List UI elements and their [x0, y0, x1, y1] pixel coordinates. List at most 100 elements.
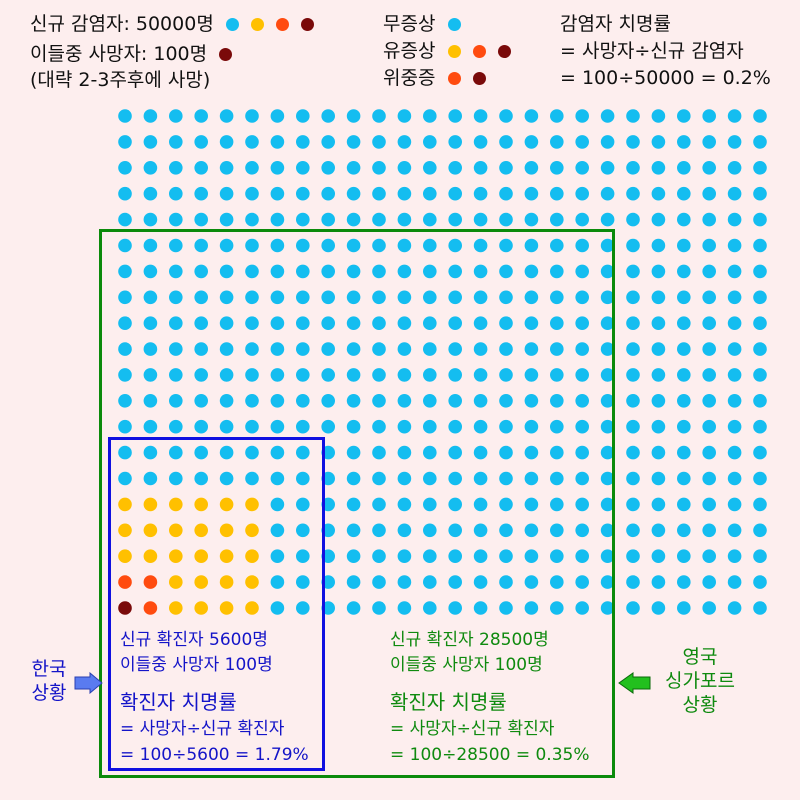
asymptomatic-dot: [118, 161, 132, 175]
asymptomatic-dot: [372, 109, 386, 123]
asymptomatic-dot: [600, 601, 615, 615]
asymptomatic-dot: [677, 238, 691, 253]
asymptomatic-dot: [219, 109, 234, 123]
asymptomatic-dot: [321, 161, 336, 175]
asymptomatic-dot: [321, 290, 336, 305]
asymptomatic-dot: [499, 212, 513, 227]
asymptomatic-dot: [448, 471, 463, 486]
asymptomatic-dot: [169, 212, 183, 227]
asymptomatic-dot: [727, 161, 742, 175]
korea-cfr-title: 확진자 치명률: [120, 690, 237, 714]
asymptomatic-dot: [169, 471, 183, 486]
asymptomatic-dot: [651, 523, 666, 538]
asymptomatic-dot: [550, 368, 564, 382]
asymptomatic-dot-icon: [447, 18, 461, 31]
asymptomatic-dot: [702, 212, 716, 227]
asymptomatic-dot: [550, 394, 564, 408]
asymptomatic-dot: [575, 471, 589, 486]
asymptomatic-dot: [575, 575, 589, 589]
asymptomatic-dot: [423, 419, 437, 434]
asymptomatic-dot: [677, 471, 691, 486]
asymptomatic-dot: [473, 549, 488, 563]
asymptomatic-dot: [245, 368, 259, 382]
asymptomatic-dot: [372, 419, 386, 434]
asymptomatic-dot: [575, 316, 589, 331]
asymptomatic-dot: [575, 264, 589, 279]
asymptomatic-dot: [245, 316, 259, 331]
asymptomatic-dot: [448, 575, 463, 589]
asymptomatic-dot: [245, 264, 259, 279]
symptomatic-dot: [219, 497, 234, 512]
asymptomatic-dot: [346, 368, 361, 382]
asymptomatic-dot: [448, 601, 463, 615]
asymptomatic-dot: [550, 238, 564, 253]
asymptomatic-dot: [372, 161, 386, 175]
asymptomatic-dot: [651, 549, 666, 563]
asymptomatic-dot: [702, 523, 716, 538]
asymptomatic-dot: [499, 419, 513, 434]
asymptomatic-dot: [550, 497, 564, 512]
asymptomatic-dot: [702, 135, 716, 149]
asymptomatic-dot: [600, 212, 615, 227]
asymptomatic-dot: [600, 471, 615, 486]
asymptomatic-dot: [397, 316, 412, 331]
asymptomatic-dot: [346, 497, 361, 512]
asymptomatic-dot: [270, 109, 285, 123]
asymptomatic-dot: [194, 316, 208, 331]
asymptomatic-dot: [169, 368, 183, 382]
asymptomatic-dot: [499, 290, 513, 305]
symptomatic-dot: [194, 601, 208, 615]
asymptomatic-dot: [524, 161, 539, 175]
asymptomatic-dot: [753, 445, 767, 460]
asymptomatic-dot: [473, 445, 488, 460]
asymptomatic-dot: [727, 109, 742, 123]
asymptomatic-dot: [372, 445, 386, 460]
asymptomatic-dot: [753, 290, 767, 305]
asymptomatic-dot: [575, 497, 589, 512]
asymptomatic-dot: [550, 549, 564, 563]
asymptomatic-dot: [372, 497, 386, 512]
asymptomatic-dot: [118, 264, 132, 279]
asymptomatic-dot: [372, 238, 386, 253]
asymptomatic-dot: [524, 238, 539, 253]
asymptomatic-dot: [296, 342, 310, 356]
asymptomatic-dot: [397, 419, 412, 434]
asymptomatic-dot: [321, 264, 336, 279]
asymptomatic-dot: [118, 290, 132, 305]
asymptomatic-dot: [397, 368, 412, 382]
asymptomatic-dot: [499, 161, 513, 175]
asymptomatic-dot: [524, 497, 539, 512]
korea-side-label: 한국 상황: [22, 657, 76, 705]
asymptomatic-dot: [473, 601, 488, 615]
asymptomatic-dot: [524, 523, 539, 538]
asymptomatic-dot: [575, 161, 589, 175]
asymptomatic-dot: [600, 316, 615, 331]
korea-side-label-line2: 상황: [31, 682, 67, 704]
asymptomatic-dot: [296, 497, 310, 512]
asymptomatic-dot: [702, 601, 716, 615]
asymptomatic-dot: [245, 212, 259, 227]
asymptomatic-dot: [677, 394, 691, 408]
asymptomatic-dot: [702, 471, 716, 486]
asymptomatic-dot: [575, 135, 589, 149]
asymptomatic-dot: [677, 342, 691, 356]
asymptomatic-dot: [143, 419, 158, 434]
asymptomatic-dot: [753, 368, 767, 382]
asymptomatic-dot: [550, 135, 564, 149]
legend-symptomatic: 유증상: [383, 39, 511, 63]
asymptomatic-dot: [448, 394, 463, 408]
asymptomatic-dot: [372, 342, 386, 356]
asymptomatic-dot: [321, 135, 336, 149]
asymptomatic-dot: [397, 161, 412, 175]
asymptomatic-dot: [118, 342, 132, 356]
symptomatic-dot: [219, 549, 234, 563]
asymptomatic-dot: [575, 419, 589, 434]
asymptomatic-dot: [245, 161, 259, 175]
asymptomatic-dot: [194, 161, 208, 175]
asymptomatic-dot: [372, 135, 386, 149]
asymptomatic-dot: [143, 212, 158, 227]
asymptomatic-dot: [702, 161, 716, 175]
symptomatic-dot: [219, 523, 234, 538]
asymptomatic-dot: [524, 264, 539, 279]
asymptomatic-dot: [270, 135, 285, 149]
